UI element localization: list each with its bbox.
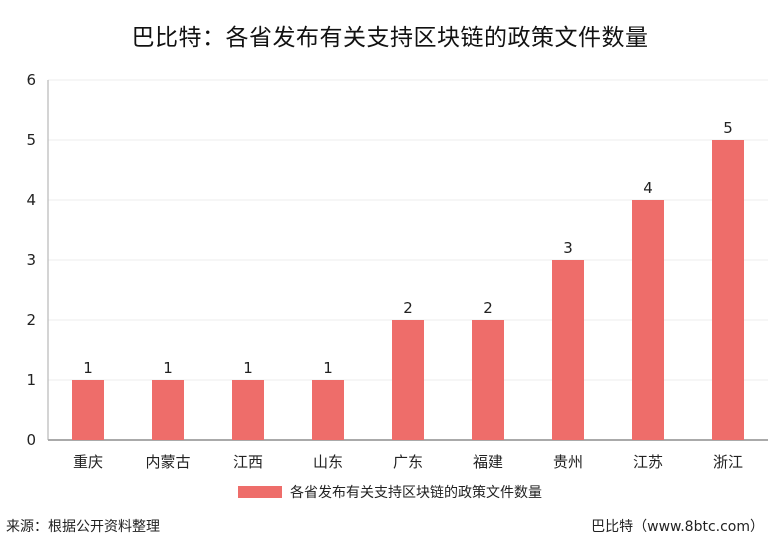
bar (232, 380, 264, 440)
x-tick-label: 浙江 (713, 453, 743, 471)
data-label: 3 (563, 239, 573, 257)
bar (472, 320, 504, 440)
x-tick-label: 江西 (233, 453, 263, 471)
x-tick-label: 广东 (393, 453, 423, 471)
data-label: 1 (243, 359, 253, 377)
y-tick-label: 2 (26, 311, 36, 329)
bar (632, 200, 664, 440)
data-label: 1 (323, 359, 333, 377)
y-tick-label: 0 (26, 431, 36, 449)
data-label: 4 (643, 179, 653, 197)
data-label: 1 (163, 359, 173, 377)
bar (72, 380, 104, 440)
chart-title: 巴比特：各省发布有关支持区块链的政策文件数量 (131, 25, 649, 51)
x-tick-label: 贵州 (553, 453, 583, 471)
source-note: 来源：根据公开资料整理 (6, 519, 160, 535)
bar (152, 380, 184, 440)
x-tick-label: 山东 (313, 453, 343, 471)
x-tick-label: 江苏 (633, 453, 663, 471)
bar (312, 380, 344, 440)
bar (392, 320, 424, 440)
x-tick-label: 福建 (473, 453, 503, 471)
data-label: 1 (83, 359, 93, 377)
legend-label: 各省发布有关支持区块链的政策文件数量 (290, 485, 542, 501)
data-label: 2 (403, 299, 413, 317)
y-tick-label: 6 (26, 71, 36, 89)
x-tick-label: 内蒙古 (145, 453, 190, 471)
x-tick-label: 重庆 (73, 453, 103, 471)
legend-swatch (238, 486, 282, 498)
credit-note: 巴比特（www.8btc.com） (591, 519, 764, 535)
bar (712, 140, 744, 440)
y-tick-label: 5 (26, 131, 36, 149)
legend[interactable]: 各省发布有关支持区块链的政策文件数量 (0, 482, 780, 502)
y-tick-label: 4 (26, 191, 36, 209)
data-label: 5 (723, 119, 733, 137)
data-label: 2 (483, 299, 493, 317)
y-tick-label: 1 (26, 371, 36, 389)
bar (552, 260, 584, 440)
y-tick-label: 3 (26, 251, 36, 269)
